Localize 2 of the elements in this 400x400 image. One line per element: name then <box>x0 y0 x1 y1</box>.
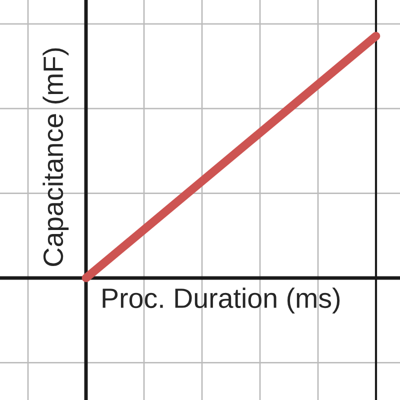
y-axis-title: Capacitance (mF) <box>42 48 69 266</box>
x-axis-title: Proc. Duration (ms) <box>102 288 340 314</box>
